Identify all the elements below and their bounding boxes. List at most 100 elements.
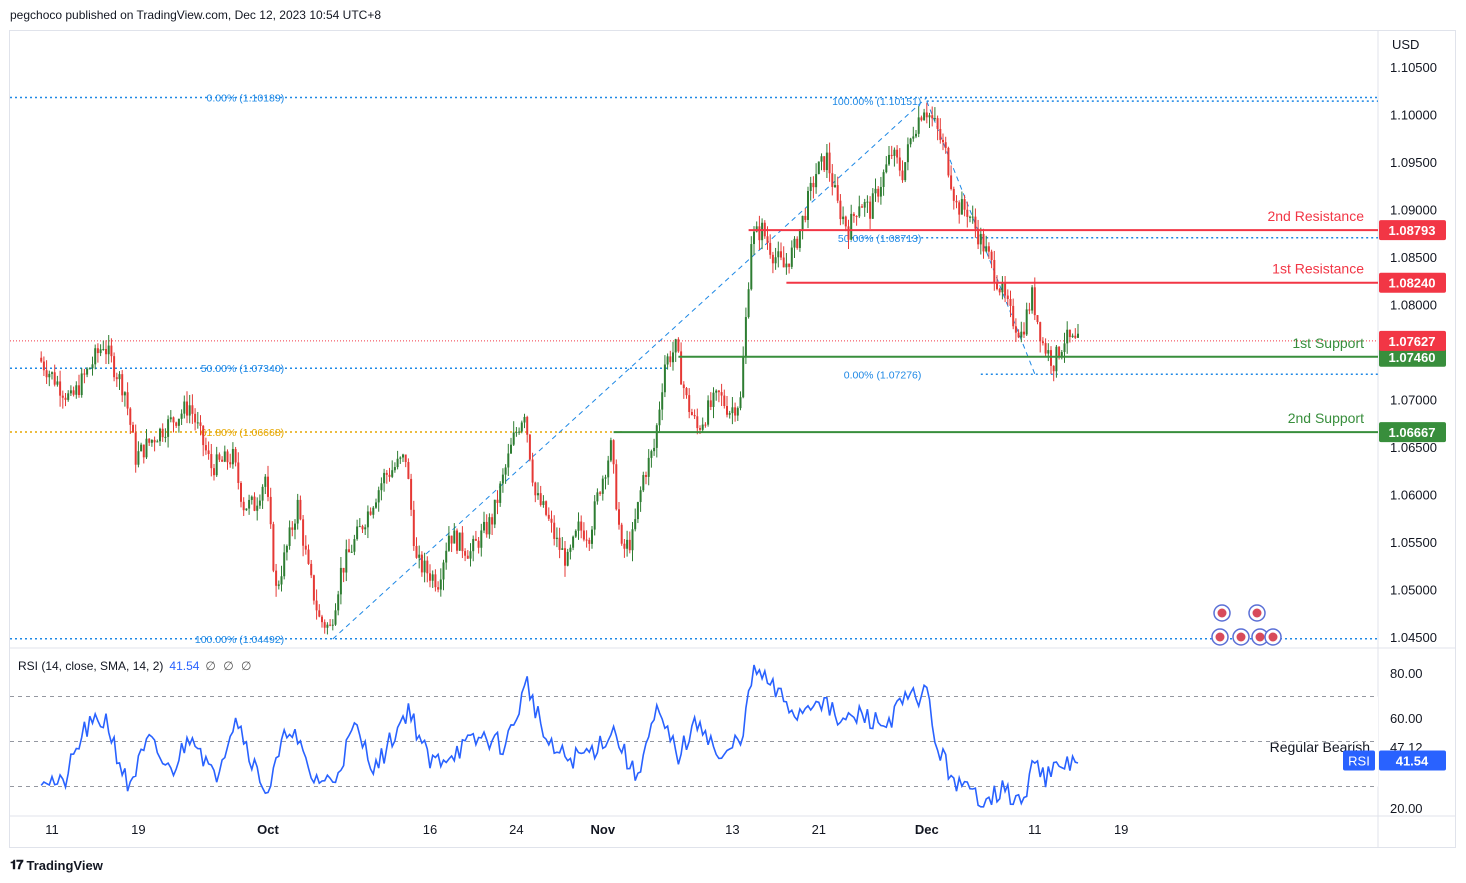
candle-body (515, 432, 518, 434)
candle-body (753, 231, 755, 245)
resistance-price-label: 1.08793 (1389, 223, 1436, 238)
candle-body (356, 526, 359, 540)
candle-body (812, 182, 815, 188)
current-price-tag[interactable] (1379, 330, 1446, 351)
candle-body (51, 372, 53, 374)
footer-brand[interactable]: 𝟏𝟕 TradingView (10, 858, 103, 873)
candle-body (1050, 350, 1052, 366)
candle-body (483, 521, 485, 531)
candle-body (1044, 343, 1047, 354)
candle-body (512, 432, 515, 445)
resistance-price-tag[interactable] (1379, 220, 1446, 241)
candle-body (191, 405, 194, 414)
candle-body (261, 486, 264, 501)
candle-body (655, 425, 658, 448)
candle-body (342, 567, 345, 573)
candle-body (202, 425, 205, 446)
candle-body (731, 407, 734, 414)
candle-body (801, 215, 804, 230)
candle-body (626, 539, 629, 549)
candle-body (126, 392, 129, 409)
time-tick-label: 11 (1028, 822, 1042, 837)
candle-body (977, 228, 980, 245)
candle-body (1036, 315, 1039, 323)
candle-body (580, 521, 583, 531)
candle-body (94, 348, 97, 365)
candle-body (950, 175, 953, 189)
candle-body (474, 538, 477, 541)
candle-body (572, 536, 575, 548)
candle-body (958, 202, 961, 215)
rsi-value-tag[interactable] (1379, 750, 1446, 771)
candle-body (596, 492, 599, 502)
fib-level-label: 50.00% (1.07340) (201, 363, 284, 375)
candle-body (245, 508, 248, 511)
candle-body (1066, 329, 1069, 344)
tradingview-logo-icon: 𝟏𝟕 (10, 858, 24, 873)
candle-body (747, 289, 750, 318)
candle-body (272, 524, 275, 571)
candle-body (507, 453, 510, 468)
candle-body (177, 418, 180, 426)
candle-body (553, 522, 556, 539)
candle-body (701, 424, 704, 430)
candle-body (388, 474, 391, 477)
candle-body (456, 530, 458, 551)
candle-body (780, 251, 782, 258)
candle-body (1025, 309, 1028, 335)
candle-body (385, 472, 388, 475)
candle-body (312, 575, 315, 601)
candle-body (974, 216, 977, 229)
candle-body (469, 551, 472, 559)
candle-body (863, 202, 866, 208)
economic-event-flag (1268, 632, 1278, 642)
current-price-label: 1.07627 (1389, 334, 1436, 349)
candle-body (734, 407, 737, 416)
candle-body (820, 156, 823, 162)
candle-body (80, 373, 83, 396)
candle-body (218, 454, 221, 460)
candle-body (353, 539, 356, 552)
support-price-tag[interactable] (1379, 346, 1446, 367)
candle-body (658, 409, 661, 426)
candle-body (391, 470, 394, 477)
candle-body (164, 436, 167, 438)
time-tick-label: Nov (591, 822, 616, 837)
candle-body (345, 549, 348, 573)
candle-body (458, 532, 461, 551)
candle-body (442, 562, 445, 580)
candle-body (186, 401, 188, 416)
candle-body (979, 233, 982, 245)
candle-body (831, 173, 834, 187)
support-price-label: 1.06667 (1389, 425, 1436, 440)
rsi-series-tag[interactable] (1343, 750, 1375, 771)
candle-body (504, 467, 507, 475)
candle-body (480, 530, 483, 548)
candle-body (277, 584, 280, 586)
candle-body (931, 115, 934, 119)
candle-body (302, 519, 305, 546)
candle-body (631, 529, 634, 551)
candle-body (653, 447, 656, 452)
resistance-price-tag[interactable] (1379, 272, 1446, 293)
candle-body (639, 490, 642, 503)
candle-body (169, 417, 172, 420)
rsi-tick-label: 80.00 (1390, 666, 1423, 681)
candle-body (663, 364, 666, 393)
candle-body (925, 112, 928, 118)
candle-body (242, 501, 245, 511)
time-tick-label: Oct (257, 822, 279, 837)
candle-body (993, 260, 996, 283)
candle-body (399, 457, 402, 459)
rsi-legend[interactable]: RSI (14, close, SMA, 14, 2) 41.54 ∅ ∅ ∅ (18, 659, 253, 673)
candle-body (180, 413, 183, 419)
candle-body (688, 395, 691, 413)
candle-body (1063, 343, 1066, 353)
candle-body (817, 161, 820, 175)
candle-body (69, 390, 72, 394)
candle-body (912, 136, 915, 139)
support-price-tag[interactable] (1379, 422, 1446, 443)
time-tick-label: 19 (131, 822, 145, 837)
rsi-tick-label: 20.00 (1390, 801, 1423, 816)
